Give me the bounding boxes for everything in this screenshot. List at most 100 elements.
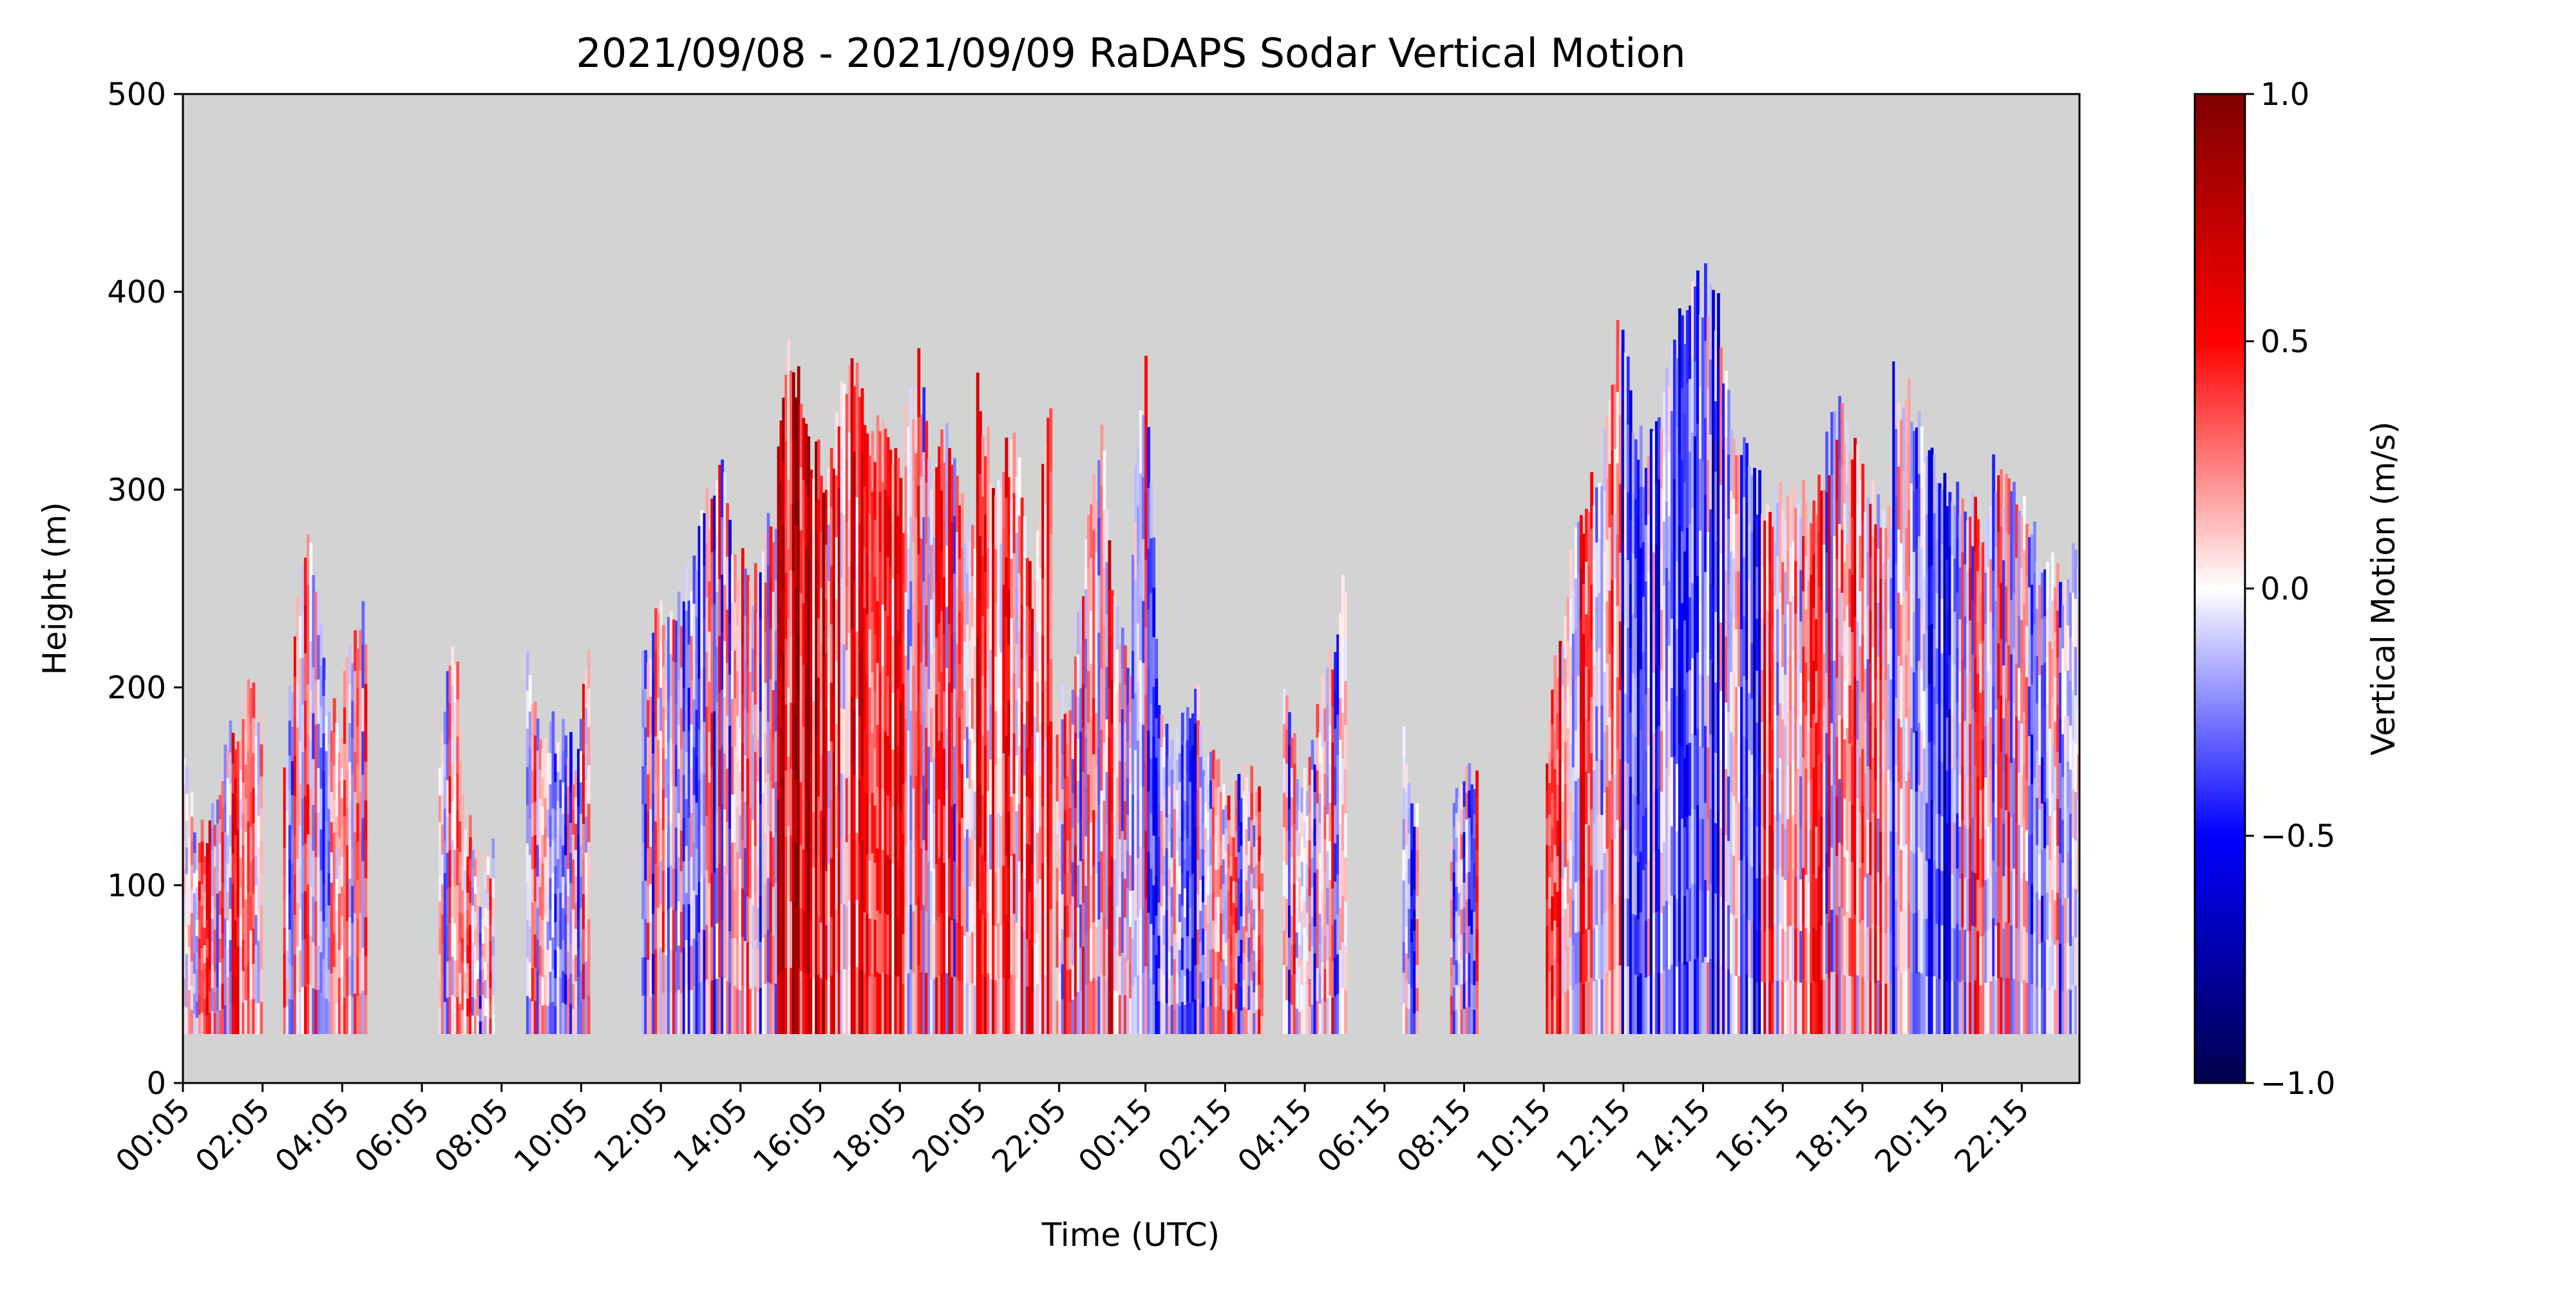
heatmap-cell	[1649, 549, 1653, 611]
heatmap-cell	[815, 915, 818, 975]
heatmap-cell	[1144, 491, 1148, 560]
heatmap-cell	[1624, 489, 1627, 558]
heatmap-cell	[484, 961, 488, 980]
heatmap-cell	[1561, 646, 1565, 686]
heatmap-cell	[1644, 467, 1648, 525]
heatmap-cell	[1313, 818, 1317, 846]
heatmap-cell	[863, 607, 867, 669]
heatmap-cell	[1168, 923, 1171, 952]
heatmap-cell	[1255, 912, 1258, 938]
heatmap-cell	[1118, 916, 1122, 956]
heatmap-cell	[1121, 627, 1124, 669]
heatmap-cell	[359, 831, 363, 872]
heatmap-cell	[1170, 857, 1174, 887]
heatmap-cell	[1142, 910, 1145, 972]
heatmap-cell	[1046, 540, 1050, 603]
heatmap-cell	[685, 798, 688, 846]
heatmap-cell	[296, 639, 299, 684]
heatmap-cell	[1344, 989, 1347, 1034]
heatmap-cell	[211, 895, 214, 919]
heatmap-cell	[1611, 384, 1615, 451]
heatmap-cell	[1768, 825, 1772, 878]
heatmap-cell	[254, 735, 258, 766]
heatmap-cell	[948, 799, 951, 859]
heatmap-cell	[1618, 896, 1622, 966]
heatmap-cell	[904, 907, 908, 972]
heatmap-cell	[461, 985, 464, 1010]
heatmap-cell	[1217, 869, 1220, 897]
heatmap-cell	[1654, 605, 1658, 667]
heatmap-cell	[912, 480, 916, 543]
heatmap-cell	[853, 775, 857, 840]
heatmap-cell	[464, 869, 467, 891]
heatmap-cell	[440, 974, 444, 1004]
heatmap-cell	[1743, 914, 1746, 975]
heatmap-cell	[863, 912, 867, 974]
heatmap-cell	[984, 860, 987, 919]
heatmap-cell	[478, 1008, 482, 1022]
heatmap-cell	[835, 971, 838, 1034]
heatmap-cell	[948, 916, 951, 975]
heatmap-cell	[899, 478, 903, 534]
heatmap-cell	[451, 956, 455, 995]
heatmap-cell	[1108, 639, 1112, 689]
heatmap-cell	[817, 796, 820, 856]
heatmap-cell	[997, 867, 1001, 924]
heatmap-cell	[1175, 759, 1179, 791]
heatmap-cell	[815, 441, 818, 502]
heatmap-cell	[1571, 855, 1575, 901]
heatmap-cell	[1219, 840, 1223, 865]
heatmap-cell	[657, 655, 660, 698]
heatmap-cell	[290, 931, 294, 966]
heatmap-cell	[260, 872, 263, 906]
heatmap-cell	[860, 517, 864, 583]
heatmap-cell	[1189, 813, 1192, 845]
heatmap-cell	[850, 831, 854, 900]
heatmap-cell	[1100, 789, 1104, 852]
heatmap-cell	[1250, 980, 1254, 1008]
heatmap-cell	[1139, 971, 1142, 1034]
heatmap-cell	[1683, 619, 1687, 690]
heatmap-cell	[1229, 954, 1233, 975]
heatmap-cell	[1152, 835, 1156, 885]
heatmap-cell	[792, 702, 795, 770]
heatmap-cell	[211, 826, 214, 850]
heatmap-cell	[456, 847, 460, 885]
heatmap-cell	[1799, 672, 1803, 725]
heatmap-cell	[912, 849, 916, 912]
heatmap-cell	[1719, 553, 1723, 623]
heatmap-cell	[1600, 650, 1604, 706]
heatmap-cell	[695, 894, 699, 942]
heatmap-cell	[466, 963, 469, 981]
heatmap-cell	[1652, 551, 1656, 613]
heatmap-cell	[317, 768, 321, 813]
heatmap-cell	[474, 928, 477, 947]
heatmap-cell	[1598, 648, 1602, 704]
heatmap-cell	[244, 697, 248, 731]
heatmap-cell	[1202, 822, 1205, 850]
heatmap-cell	[981, 795, 985, 855]
heatmap-cell	[726, 874, 729, 928]
heatmap-cell	[1046, 602, 1050, 665]
heatmap-cell	[1105, 928, 1109, 982]
heatmap-cell	[1103, 975, 1106, 1034]
heatmap-cell	[1675, 898, 1679, 967]
heatmap-cell	[1748, 977, 1751, 1034]
heatmap-cell	[1709, 958, 1712, 1034]
heatmap-cell	[1020, 979, 1024, 1034]
heatmap-cell	[1253, 909, 1256, 930]
heatmap-cell	[1626, 627, 1630, 696]
heatmap-cell	[692, 985, 696, 1034]
heatmap-cell	[567, 1006, 571, 1034]
heatmap-cell	[1041, 464, 1045, 522]
heatmap-cell	[469, 946, 472, 969]
heatmap-cell	[935, 693, 938, 751]
heatmap-cell	[283, 927, 287, 954]
heatmap-cell	[1202, 849, 1205, 876]
heatmap-cell	[549, 753, 553, 785]
heatmap-cell	[961, 601, 964, 656]
heatmap-cell	[1590, 640, 1593, 697]
heatmap-cell	[1186, 805, 1189, 838]
heatmap-segment	[1450, 763, 1479, 1034]
heatmap-cell	[667, 909, 670, 951]
